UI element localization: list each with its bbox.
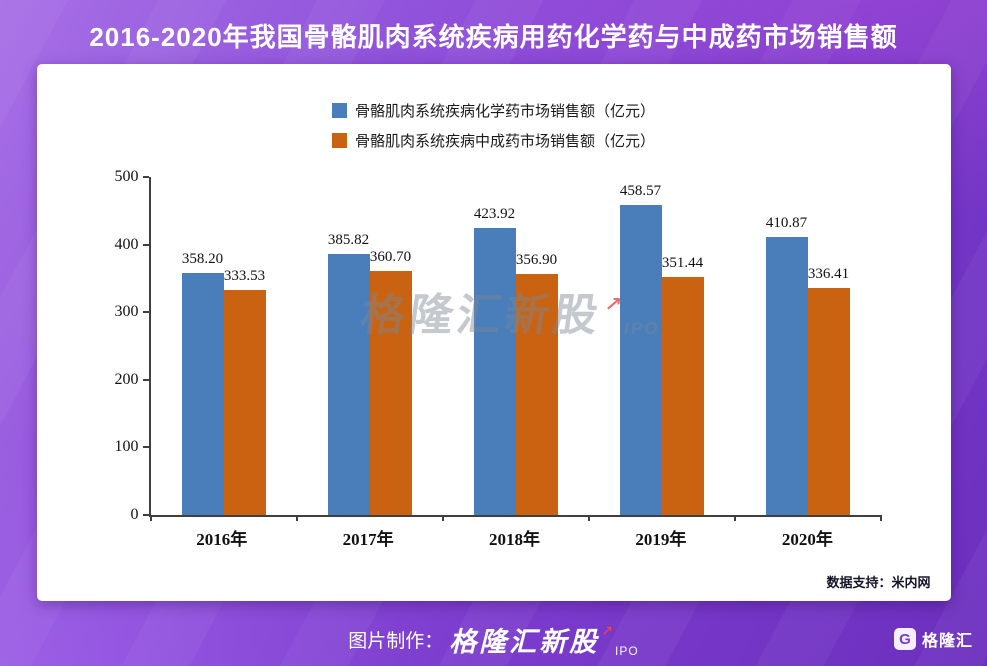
legend-swatch-tcm (331, 133, 347, 148)
bar-value-label: 410.87 (765, 215, 808, 232)
y-tick-mark (142, 446, 149, 449)
bar-value-label: 358.20 (181, 250, 224, 267)
page-title: 2016-2020年我国骨骼肌肉系统疾病用药化学药与中成药市场销售额 (89, 22, 898, 52)
x-tick-mark (149, 515, 152, 521)
legend-item-tcm: 骨骼肌肉系统疾病中成药市场销售额（亿元） (331, 130, 655, 151)
x-category-label: 2018年 (489, 530, 541, 549)
bar-series-0 (619, 205, 662, 515)
y-tick-label: 0 (130, 506, 139, 523)
y-tick-mark (142, 311, 149, 314)
legend-label-tcm: 骨骼肌肉系统疾病中成药市场销售额（亿元） (354, 134, 655, 150)
bar-group: 458.57 351.44 (589, 177, 735, 515)
x-category-label: 2019年 (635, 530, 687, 549)
x-tick-mark (587, 515, 590, 521)
bar-column-series-0: 410.87 (765, 177, 808, 515)
legend: 骨骼肌肉系统疾病化学药市场销售额（亿元） 骨骼肌肉系统疾病中成药市场销售额（亿元… (71, 100, 917, 151)
site-logo-text: 格隆汇 (921, 633, 973, 650)
bar-column-series-0: 358.20 (181, 177, 224, 515)
bar-value-label: 356.90 (515, 251, 558, 268)
x-tick-mark (879, 515, 882, 521)
bar-group: 358.20 333.53 (151, 177, 297, 515)
bar-groups: 358.20 333.53 385.82 360.70 423.92 356.90 458.… (151, 177, 881, 515)
y-tick-label: 500 (114, 168, 139, 185)
bar-column-series-1: 333.53 (223, 177, 266, 515)
x-category-label: 2017年 (342, 530, 394, 549)
chart-card: 骨骼肌肉系统疾病化学药市场销售额（亿元） 骨骼肌肉系统疾病中成药市场销售额（亿元… (36, 64, 951, 601)
footer-brand-arrow-icon: ↗ (601, 622, 614, 638)
bar-value-label: 336.41 (807, 265, 850, 282)
data-source-credit: 数据支持：米内网 (826, 575, 931, 590)
y-tick-label: 200 (114, 370, 139, 388)
footer-brand-ipo: IPO (615, 644, 639, 658)
bar-series-1 (515, 273, 558, 515)
bar-column-series-1: 351.44 (661, 177, 704, 515)
bar-group: 423.92 356.90 (443, 177, 589, 515)
bar-series-1 (807, 287, 850, 515)
footer-bar: 图片制作： 格隆汇新股 ↗ IPO (0, 612, 987, 666)
bar-column-series-0: 458.57 (619, 177, 662, 515)
footer-made-label: 图片制作： (348, 630, 444, 652)
legend-label-chemical: 骨骼肌肉系统疾病化学药市场销售额（亿元） (354, 104, 655, 120)
bar-value-label: 385.82 (327, 232, 370, 249)
bar-column-series-1: 336.41 (807, 177, 850, 515)
x-tick-mark (733, 515, 736, 521)
y-tick-label: 400 (114, 235, 139, 253)
bar-column-series-0: 385.82 (327, 177, 370, 515)
legend-swatch-chemical (331, 103, 347, 118)
bar-column-series-0: 423.92 (473, 177, 516, 515)
y-tick-mark (142, 176, 149, 178)
y-tick-label: 100 (114, 438, 139, 456)
y-tick-mark (142, 243, 149, 246)
y-tick-label: 300 (114, 303, 139, 321)
bar-value-label: 360.70 (369, 249, 412, 266)
bar-group: 385.82 360.70 (297, 177, 443, 515)
y-tick-mark (142, 514, 149, 516)
bar-group: 410.87 336.41 (735, 177, 881, 515)
bar-series-0 (327, 254, 370, 515)
x-axis-labels: 2016年 2017年 2018年 2019年 2020年 (149, 525, 881, 550)
bar-value-label: 423.92 (473, 206, 516, 223)
bar-series-1 (223, 289, 266, 515)
bar-series-0 (765, 237, 808, 515)
gelonghui-logo-icon: G (893, 628, 916, 650)
bar-column-series-1: 356.90 (515, 177, 558, 515)
x-category-label: 2020年 (781, 530, 833, 549)
footer-brand: 格隆汇新股 (449, 626, 600, 657)
bar-series-1 (369, 271, 412, 515)
x-tick-mark (441, 515, 444, 521)
bar-series-1 (661, 277, 704, 515)
plot-area: 358.20 333.53 385.82 360.70 423.92 356.90 458.… (115, 168, 882, 523)
legend-item-chemical: 骨骼肌肉系统疾病化学药市场销售额（亿元） (331, 100, 655, 121)
bar-value-label: 333.53 (223, 267, 266, 284)
bar-value-label: 458.57 (619, 183, 662, 200)
bar-column-series-1: 360.70 (369, 177, 412, 515)
x-category-label: 2016年 (196, 530, 248, 549)
bar-series-0 (181, 272, 224, 515)
site-logo: G 格隆汇 (893, 627, 973, 651)
bar-value-label: 351.44 (661, 255, 704, 272)
bar-series-0 (473, 228, 516, 515)
y-tick-mark (142, 378, 149, 381)
x-tick-mark (295, 515, 298, 521)
